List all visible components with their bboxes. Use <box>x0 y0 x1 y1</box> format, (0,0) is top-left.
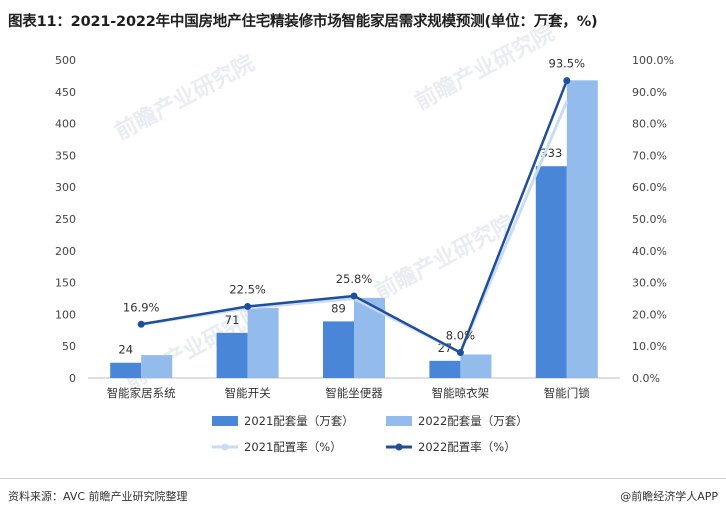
bar-2021 <box>216 332 248 378</box>
line-point <box>137 320 145 328</box>
y-right-tick-label: 90.0% <box>632 86 667 99</box>
line-data-label: 25.8% <box>336 272 373 286</box>
bar-data-label: 89 <box>331 301 346 315</box>
y-left-tick-label: 350 <box>55 149 76 162</box>
x-category-label: 智能家居系统 <box>107 386 176 400</box>
bar-2021 <box>110 362 142 378</box>
legend-label: 2022配置率（%） <box>418 440 516 454</box>
y-right-tick-label: 50.0% <box>632 213 667 226</box>
y-left-tick-label: 250 <box>55 213 76 226</box>
source-note: 资料来源：AVC 前瞻产业研究院整理 <box>8 490 188 503</box>
bar-2022 <box>247 308 279 378</box>
legend-label: 2022配套量（万套） <box>418 414 528 428</box>
y-left-tick-label: 400 <box>55 118 76 131</box>
legend-swatch <box>212 416 238 426</box>
bar-2022 <box>141 355 173 378</box>
bar-data-label: 71 <box>225 313 240 327</box>
legend-label: 2021配置率（%） <box>244 440 342 454</box>
x-category-label: 智能坐便器 <box>325 386 383 400</box>
line-data-label: 8.0% <box>446 329 475 343</box>
y-right-tick-label: 60.0% <box>632 181 667 194</box>
y-left-tick-label: 0 <box>69 372 76 385</box>
y-right-tick-label: 10.0% <box>632 340 667 353</box>
line-point <box>244 302 252 310</box>
y-right-tick-label: 0.0% <box>632 372 660 385</box>
y-right-tick-label: 70.0% <box>632 149 667 162</box>
y-right-tick-label: 30.0% <box>632 277 667 290</box>
y-left-tick-label: 450 <box>55 86 76 99</box>
y-left-tick-label: 50 <box>62 340 76 353</box>
bar-2022 <box>460 354 492 378</box>
bar-data-label: 24 <box>118 343 133 357</box>
y-left-tick-label: 200 <box>55 245 76 258</box>
combo-chart: 前瞻产业研究院前瞻产业研究院前瞻产业研究院前瞻产业研究院050100150200… <box>55 20 674 454</box>
legend-marker <box>395 443 403 451</box>
line-data-label: 16.9% <box>123 300 160 314</box>
y-left-tick-label: 300 <box>55 181 76 194</box>
y-left-tick-label: 150 <box>55 277 76 290</box>
line-point <box>350 292 358 300</box>
line-point <box>563 77 571 85</box>
chart-title: 图表11：2021-2022年中国房地产住宅精装修市场智能家居需求规模预测(单位… <box>8 14 598 30</box>
line-point <box>456 349 464 357</box>
watermark-text: 前瞻产业研究院 <box>411 20 559 115</box>
x-category-label: 智能开关 <box>225 386 271 400</box>
y-right-tick-label: 100.0% <box>632 54 674 67</box>
bar-2021 <box>323 321 354 378</box>
x-category-label: 智能晾衣架 <box>432 386 490 400</box>
bar-2022 <box>566 80 598 379</box>
brand-credit: @前瞻经济学人APP <box>620 490 718 503</box>
y-left-tick-label: 100 <box>55 308 76 321</box>
y-right-tick-label: 20.0% <box>632 308 667 321</box>
bar-2021 <box>429 360 461 378</box>
y-left-tick-label: 500 <box>55 54 76 67</box>
y-right-tick-label: 40.0% <box>632 245 667 258</box>
footer-divider <box>0 478 726 479</box>
line-data-label: 93.5% <box>549 57 586 71</box>
x-category-label: 智能门锁 <box>544 386 590 400</box>
y-right-tick-label: 80.0% <box>632 118 667 131</box>
line-data-label: 22.5% <box>229 282 266 296</box>
legend-swatch <box>386 416 412 426</box>
legend-label: 2021配套量（万套） <box>244 414 354 428</box>
bar-2021 <box>535 166 567 378</box>
watermark-text: 前瞻产业研究院 <box>111 50 259 145</box>
legend-marker <box>221 443 229 451</box>
